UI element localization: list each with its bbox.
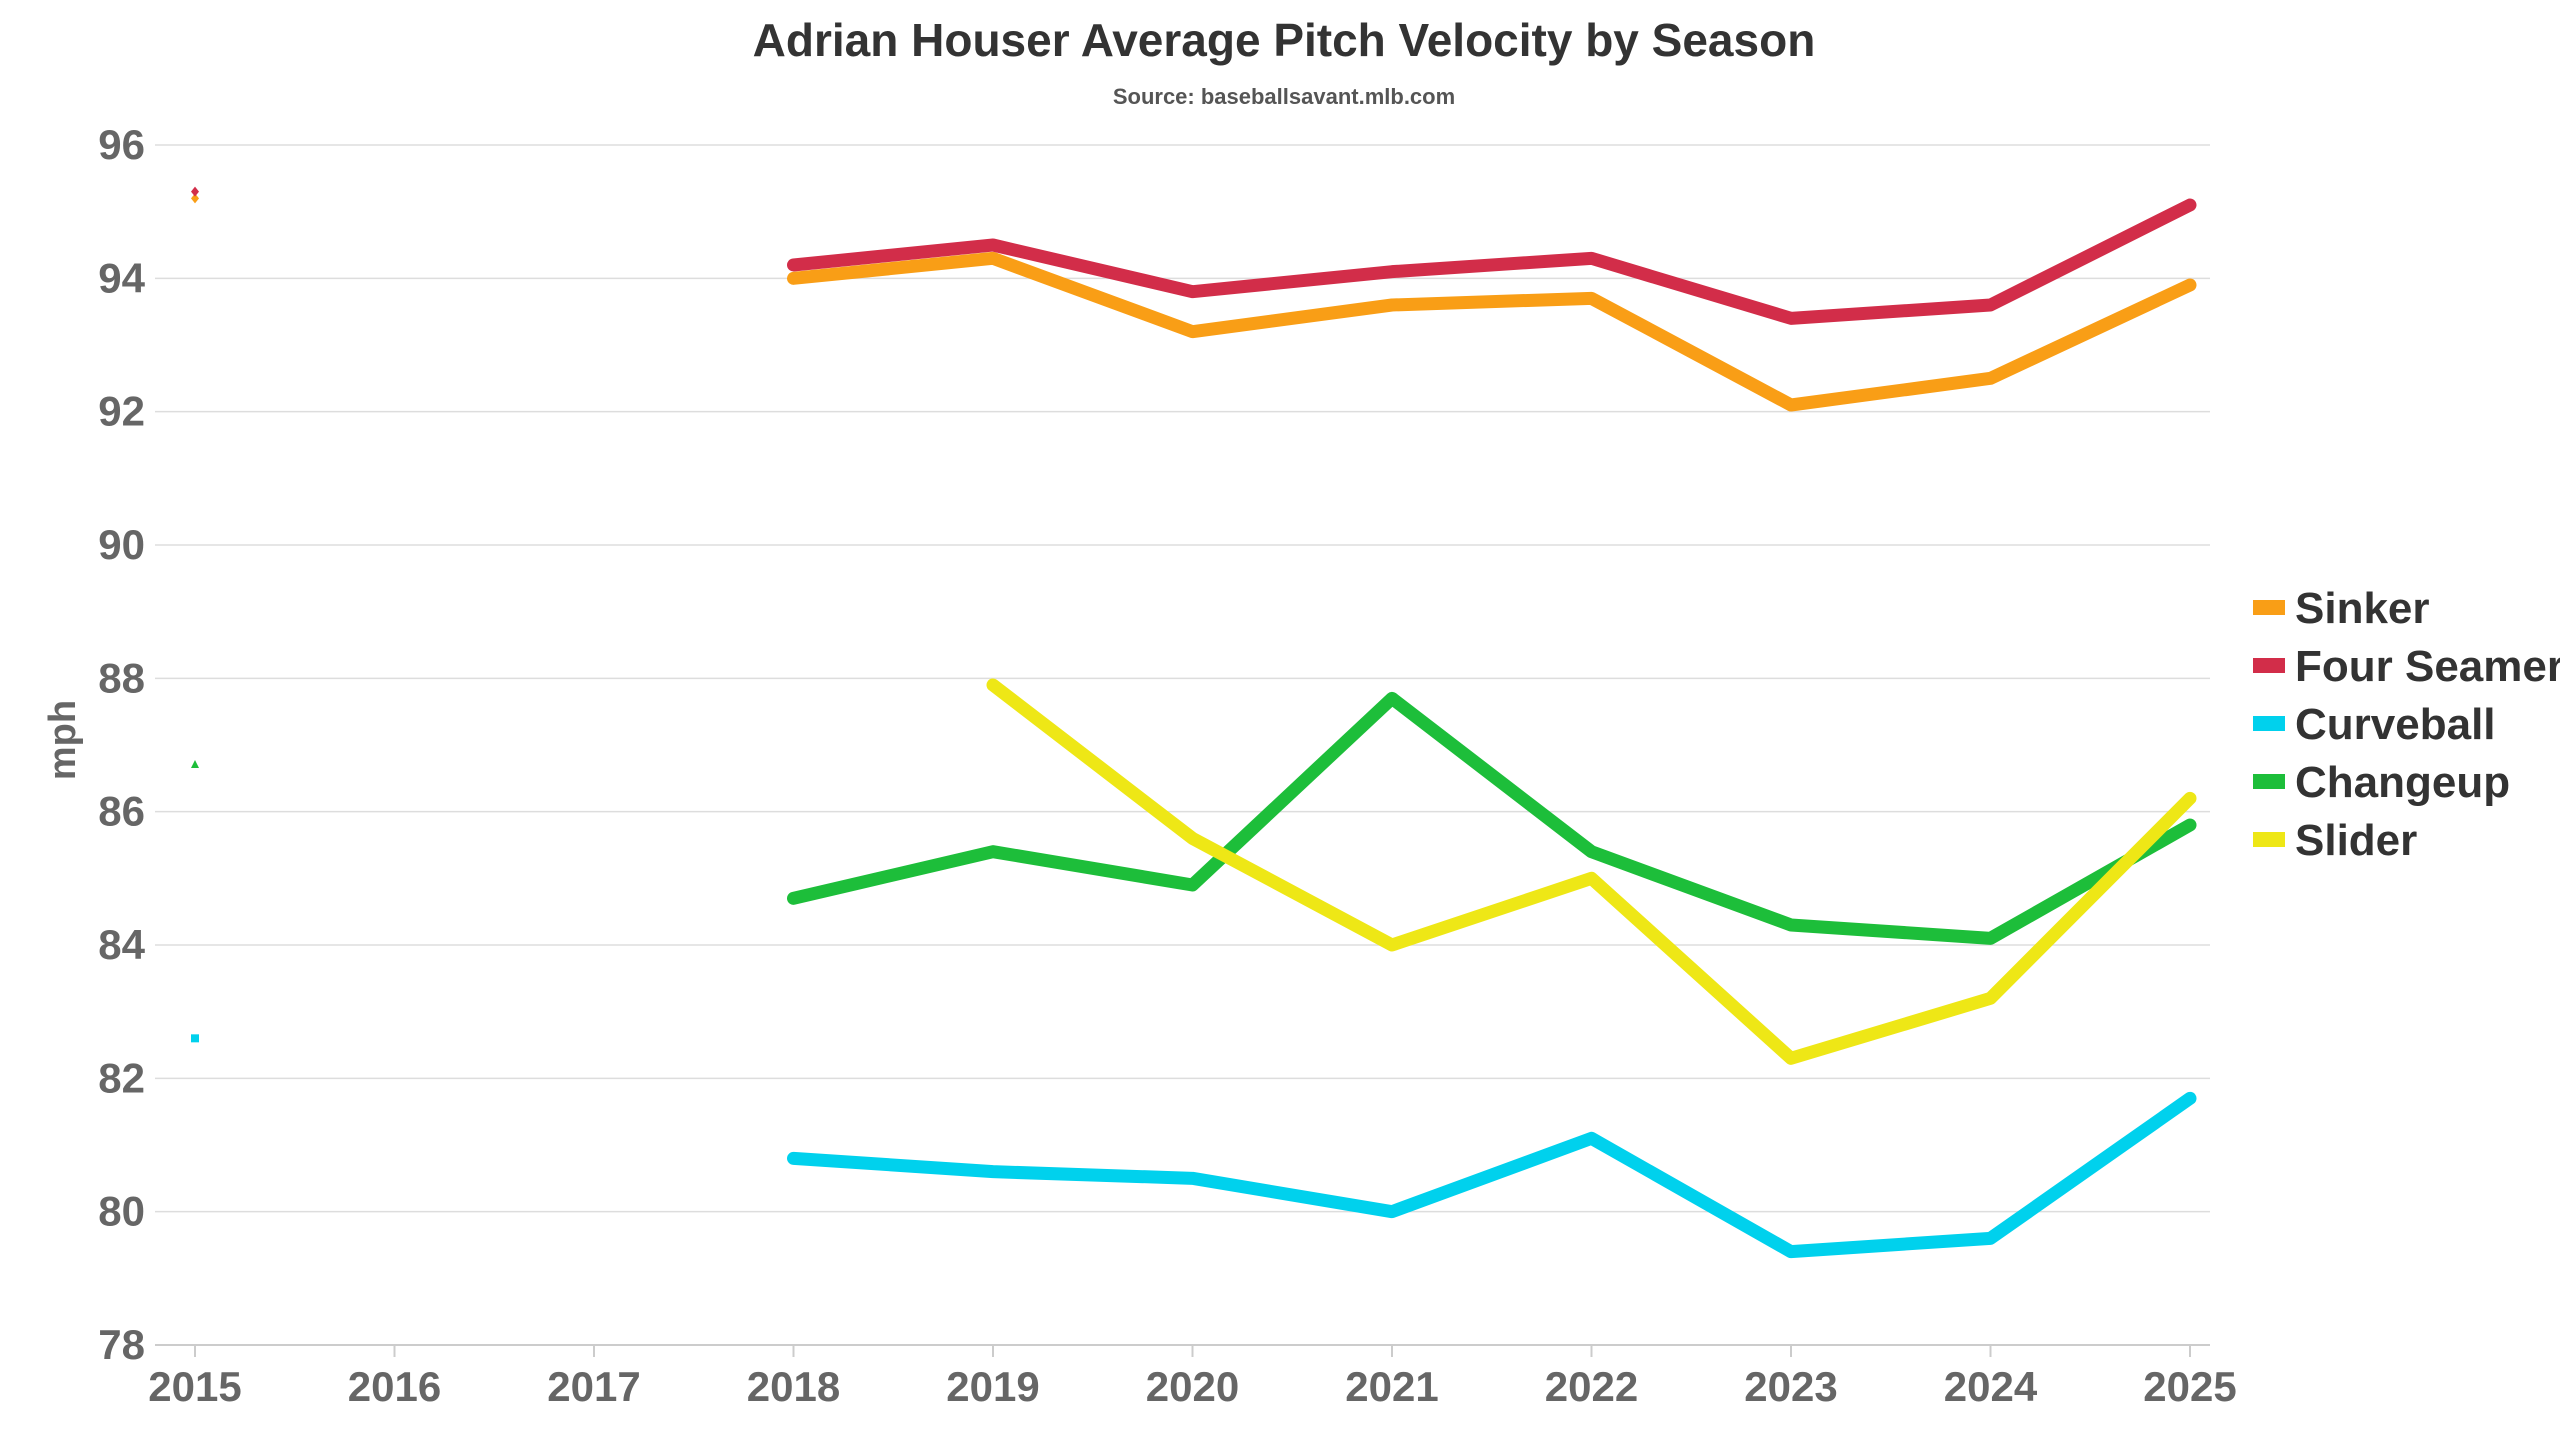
series-line-slider: [986, 678, 2197, 1065]
legend-swatch-changeup: [2253, 774, 2285, 789]
series-line-changeup: [787, 691, 2197, 945]
y-tick-label: 92: [98, 388, 145, 435]
x-tick-label: 2025: [2143, 1363, 2236, 1410]
legend-label: Curveball: [2295, 700, 2496, 749]
x-tick-label: 2024: [1944, 1363, 2038, 1410]
legend: Sinker Four Seamer Curveball Changeup Slider: [2253, 584, 2560, 865]
legend-label: Sinker: [2295, 584, 2430, 633]
single-point-markers: [191, 186, 199, 1043]
series-line-sinker: [787, 251, 2197, 412]
marker-changeup: [191, 760, 199, 768]
y-tick-label: 96: [98, 121, 145, 168]
y-tick-label: 86: [98, 788, 145, 835]
y-tick-label: 82: [98, 1054, 145, 1101]
legend-swatch-four-seamer: [2253, 658, 2285, 673]
legend-swatch-sinker: [2253, 600, 2285, 615]
grid-lines: [155, 144, 2210, 1213]
y-tick-label: 94: [98, 254, 145, 301]
marker-sinker: [191, 193, 199, 204]
x-tick-label: 2019: [946, 1363, 1039, 1410]
x-tick-label: 2021: [1345, 1363, 1438, 1410]
x-tick-label: 2015: [148, 1363, 241, 1410]
y-tick-label: 78: [98, 1321, 145, 1368]
marker-curveball: [191, 1034, 199, 1043]
x-tick-label: 2022: [1545, 1363, 1638, 1410]
x-tick-label: 2020: [1146, 1363, 1239, 1410]
legend-swatch-slider: [2253, 832, 2285, 847]
x-tick-label: 2017: [547, 1363, 640, 1410]
x-tick-label: 2018: [747, 1363, 840, 1410]
y-axis-label: mph: [42, 700, 84, 780]
y-tick-label: 90: [98, 521, 145, 568]
legend-swatch-curveball: [2253, 716, 2285, 731]
chart-subtitle: Source: baseballsavant.mlb.com: [1113, 84, 1455, 109]
x-tick-label: 2023: [1744, 1363, 1837, 1410]
chart-title: Adrian Houser Average Pitch Velocity by …: [753, 14, 1816, 66]
axes: 78 80 82 84 86 88 90 92 94 96 2015 2016 2017 2018 2019…: [98, 121, 2236, 1410]
legend-label: Changeup: [2295, 758, 2510, 807]
series-lines: [787, 198, 2197, 1259]
y-tick-label: 84: [98, 921, 145, 968]
x-tick-label: 2016: [348, 1363, 441, 1410]
series-line-curveball: [787, 1091, 2197, 1259]
y-tick-label: 88: [98, 654, 145, 701]
series-line-four-seamer: [787, 198, 2197, 325]
y-tick-label: 80: [98, 1188, 145, 1235]
legend-label: Four Seamer: [2295, 642, 2560, 691]
legend-label: Slider: [2295, 816, 2417, 865]
marker-four-seamer: [191, 186, 199, 197]
